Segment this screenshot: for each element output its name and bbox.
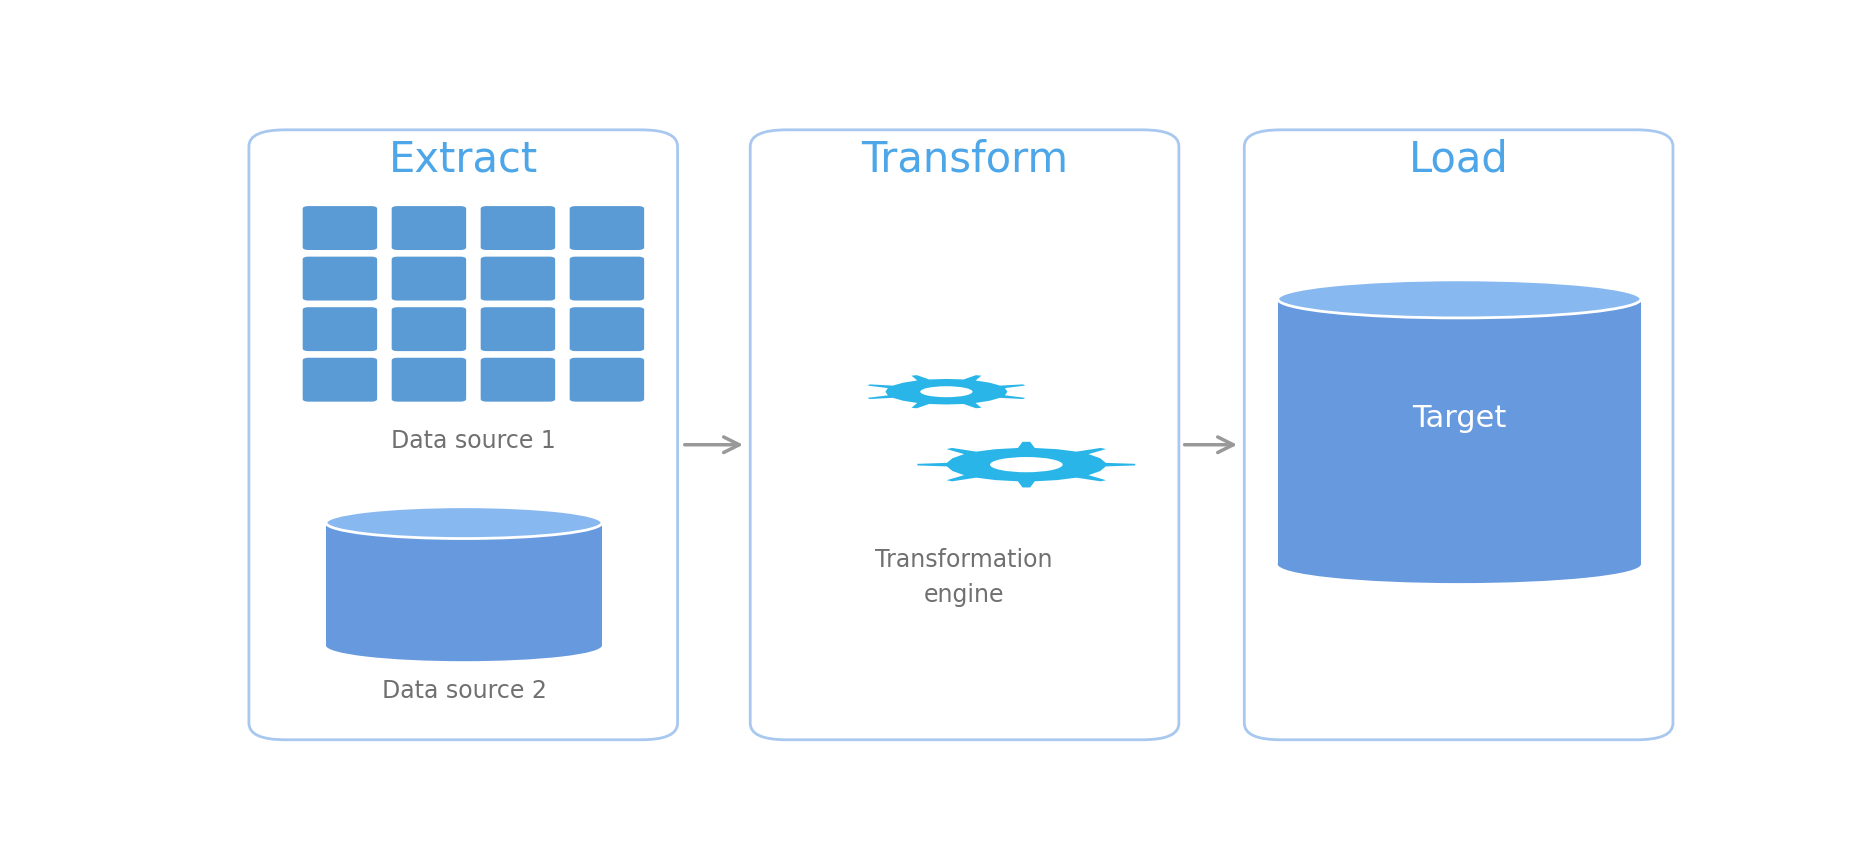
FancyBboxPatch shape [570, 206, 645, 250]
FancyBboxPatch shape [302, 307, 377, 351]
Ellipse shape [326, 629, 602, 661]
FancyBboxPatch shape [302, 257, 377, 300]
Ellipse shape [990, 457, 1063, 472]
Polygon shape [868, 375, 1026, 408]
FancyBboxPatch shape [249, 130, 677, 740]
Text: Load: Load [1408, 139, 1509, 181]
FancyBboxPatch shape [480, 357, 555, 401]
Ellipse shape [1277, 280, 1641, 318]
FancyBboxPatch shape [1245, 130, 1672, 740]
Text: Transformation
engine: Transformation engine [876, 548, 1052, 607]
Ellipse shape [326, 507, 602, 538]
FancyBboxPatch shape [392, 206, 467, 250]
Text: Data source 2: Data source 2 [381, 679, 546, 703]
Polygon shape [326, 523, 602, 645]
FancyBboxPatch shape [480, 307, 555, 351]
Text: Extract: Extract [388, 139, 538, 181]
Text: Target: Target [1412, 404, 1506, 433]
FancyBboxPatch shape [570, 257, 645, 300]
Polygon shape [917, 442, 1134, 487]
FancyBboxPatch shape [750, 130, 1179, 740]
FancyBboxPatch shape [392, 307, 467, 351]
FancyBboxPatch shape [570, 357, 645, 401]
FancyBboxPatch shape [392, 357, 467, 401]
Polygon shape [1277, 299, 1641, 564]
FancyBboxPatch shape [480, 257, 555, 300]
FancyBboxPatch shape [302, 206, 377, 250]
Text: Data source 1: Data source 1 [392, 430, 555, 454]
FancyBboxPatch shape [302, 357, 377, 401]
FancyBboxPatch shape [392, 257, 467, 300]
Ellipse shape [1277, 545, 1641, 583]
FancyBboxPatch shape [570, 307, 645, 351]
Text: Transform: Transform [861, 139, 1069, 181]
FancyBboxPatch shape [480, 206, 555, 250]
Ellipse shape [921, 387, 973, 397]
